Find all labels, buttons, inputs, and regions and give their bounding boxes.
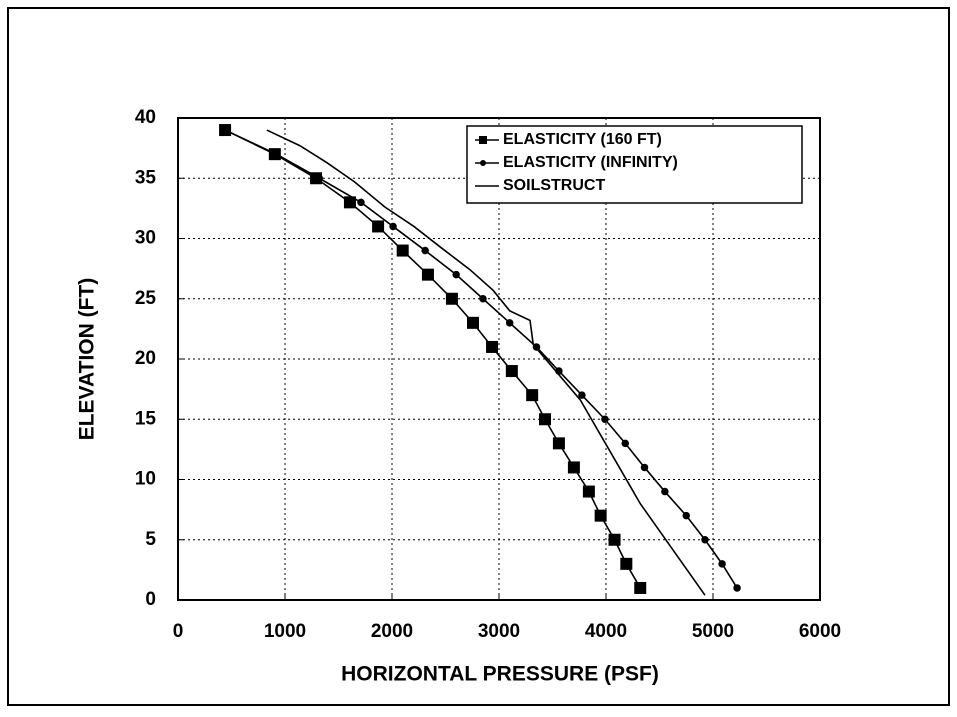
marker — [421, 246, 429, 255]
series-line — [266, 129, 706, 596]
marker — [389, 222, 397, 231]
frame — [7, 7, 950, 706]
marker — [567, 461, 580, 474]
marker — [343, 196, 356, 209]
marker — [480, 160, 486, 166]
marker — [372, 220, 385, 233]
marker — [620, 557, 633, 570]
marker — [682, 511, 690, 520]
marker — [505, 319, 514, 327]
x-tick-label: 5000 — [692, 621, 734, 642]
marker — [479, 136, 487, 144]
marker — [634, 581, 647, 594]
marker — [640, 463, 649, 472]
marker — [733, 584, 741, 592]
marker — [479, 295, 487, 303]
legend-label: SOILSTRUCT — [503, 177, 605, 194]
marker — [486, 340, 499, 353]
marker — [601, 415, 609, 423]
y-tick-label: 0 — [145, 589, 156, 610]
y-tick-label: 30 — [135, 228, 156, 249]
series-line — [224, 129, 738, 589]
marker — [594, 509, 607, 522]
y-tick-label: 10 — [135, 469, 156, 490]
marker — [445, 292, 458, 305]
marker — [661, 487, 669, 496]
x-tick-label: 1000 — [264, 621, 306, 642]
x-tick-label: 3000 — [478, 621, 520, 642]
x-tick-label: 4000 — [585, 621, 627, 642]
marker — [357, 198, 365, 207]
y-tick-label: 20 — [135, 348, 156, 369]
y-tick-label: 40 — [135, 107, 156, 128]
x-tick-label: 2000 — [371, 621, 413, 642]
marker — [526, 389, 539, 402]
y-axis-label: ELEVATION (FT) — [76, 278, 99, 441]
x-tick-label: 0 — [173, 621, 184, 642]
marker — [578, 391, 586, 399]
y-tick-label: 25 — [135, 288, 157, 309]
marker — [272, 150, 281, 158]
marker — [552, 437, 565, 450]
marker — [539, 413, 552, 426]
marker — [621, 439, 630, 448]
marker — [452, 270, 460, 279]
marker — [396, 244, 409, 257]
marker — [582, 485, 595, 498]
marker — [701, 536, 709, 544]
plot-frame — [177, 117, 821, 601]
y-tick-label: 15 — [135, 408, 157, 429]
legend-label: ELASTICITY (160 FT) — [503, 131, 662, 148]
legend-box — [466, 125, 803, 204]
marker — [718, 560, 726, 568]
marker — [608, 533, 621, 546]
legend-label: ELASTICITY (INFINITY) — [503, 154, 678, 171]
marker — [466, 316, 479, 329]
marker — [505, 365, 518, 378]
marker — [421, 268, 434, 281]
x-tick-label: 6000 — [799, 621, 841, 642]
marker — [315, 174, 323, 182]
y-tick-label: 5 — [145, 529, 156, 550]
x-axis-label: HORIZONTAL PRESSURE (PSF) — [341, 663, 659, 686]
marker — [221, 126, 229, 134]
y-tick-label: 35 — [135, 167, 157, 188]
